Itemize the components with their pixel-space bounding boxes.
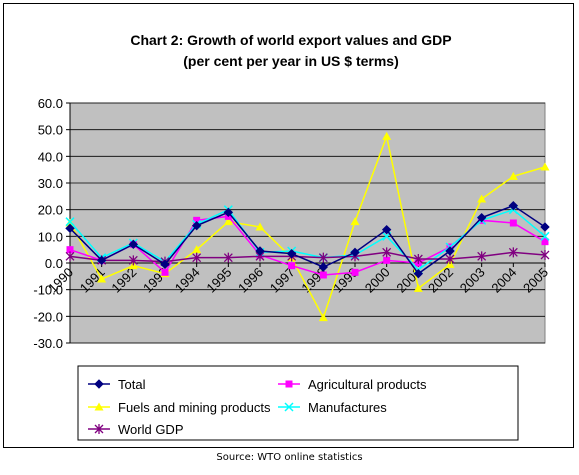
legend-marker	[284, 402, 294, 412]
legend-label: Total	[118, 377, 146, 392]
legend-item: Fuels and mining products	[88, 400, 271, 415]
data-point	[382, 247, 392, 258]
chart-subtitle: (per cent per year in US $ terms)	[183, 53, 399, 69]
y-tick-label: 20.0	[38, 203, 63, 218]
legend-box	[77, 365, 519, 441]
data-point	[223, 207, 234, 218]
series-layer	[65, 131, 550, 322]
data-point	[223, 252, 233, 263]
y-tick-label: -10.0	[33, 283, 63, 298]
data-point	[508, 247, 518, 258]
y-tick-label: 40.0	[38, 149, 63, 164]
data-point	[541, 238, 549, 246]
data-point	[193, 216, 201, 224]
plot-area	[69, 102, 546, 344]
y-tick-label: 30.0	[38, 176, 63, 191]
data-point	[350, 247, 360, 258]
y-tick-label: -30.0	[33, 336, 63, 351]
data-point	[97, 274, 107, 283]
data-point	[540, 231, 550, 241]
data-point	[286, 248, 297, 259]
data-point	[477, 194, 487, 203]
data-point	[255, 222, 265, 231]
source-note: Source: WTO online statistics	[216, 452, 363, 463]
data-point	[477, 251, 487, 262]
legend-label: Fuels and mining products	[118, 400, 271, 415]
chart-title: Chart 2: Growth of world export values a…	[130, 32, 451, 48]
data-point	[540, 222, 550, 232]
data-point	[96, 255, 107, 266]
data-point	[65, 223, 75, 234]
data-point	[65, 251, 75, 262]
data-point	[382, 131, 392, 140]
legend-item: Agricultural products	[278, 377, 427, 392]
data-point	[288, 262, 296, 270]
data-point	[160, 259, 170, 270]
y-tick-label: 50.0	[38, 123, 63, 138]
data-point	[65, 217, 75, 227]
data-point	[350, 217, 360, 226]
data-point	[192, 252, 202, 263]
data-point	[128, 239, 139, 250]
legend: Total Agricultural products Fuels and mini…	[77, 365, 519, 441]
data-point	[383, 256, 391, 264]
legend-marker	[94, 402, 104, 411]
data-point	[255, 246, 265, 256]
data-point	[476, 212, 487, 223]
series-total	[65, 200, 550, 279]
legend-item: World GDP	[88, 422, 184, 437]
legend-label: Agricultural products	[308, 377, 427, 392]
data-point	[191, 220, 202, 231]
data-point	[318, 262, 329, 272]
data-point	[445, 246, 455, 256]
data-point	[540, 162, 550, 171]
series-line	[69, 204, 546, 275]
y-axis: 60.0 50.0 40.0 30.0 20.0 10.0 0.0 -10.0 -20.0 -30…	[33, 96, 71, 351]
data-point	[223, 217, 233, 226]
data-point	[508, 171, 518, 180]
y-tick-label: 10.0	[38, 229, 63, 244]
data-point	[413, 254, 423, 264]
data-point	[319, 271, 327, 279]
series-line	[69, 133, 546, 320]
y-tick-label: 60.0	[38, 96, 63, 111]
legend-label: World GDP	[118, 422, 184, 437]
legend-marker	[285, 380, 293, 388]
data-point	[381, 224, 392, 235]
series-line	[69, 251, 546, 263]
data-point	[351, 268, 359, 276]
legend-item: Manufactures	[278, 400, 387, 415]
data-point	[508, 200, 519, 211]
data-point	[413, 283, 423, 292]
y-tick-label: 0.0	[45, 256, 63, 271]
data-point	[192, 245, 202, 254]
data-point	[161, 268, 169, 276]
legend-item: Total	[88, 377, 146, 392]
data-point	[509, 219, 517, 227]
data-point	[66, 246, 74, 254]
legend-marker	[94, 424, 104, 434]
legend-label: Manufactures	[308, 400, 387, 415]
data-point	[128, 255, 138, 266]
data-point	[540, 250, 550, 260]
legend-marker	[94, 379, 104, 389]
data-point	[318, 313, 328, 322]
y-tick-label: -20.0	[33, 309, 63, 324]
data-point	[413, 268, 424, 279]
data-point	[318, 252, 328, 263]
